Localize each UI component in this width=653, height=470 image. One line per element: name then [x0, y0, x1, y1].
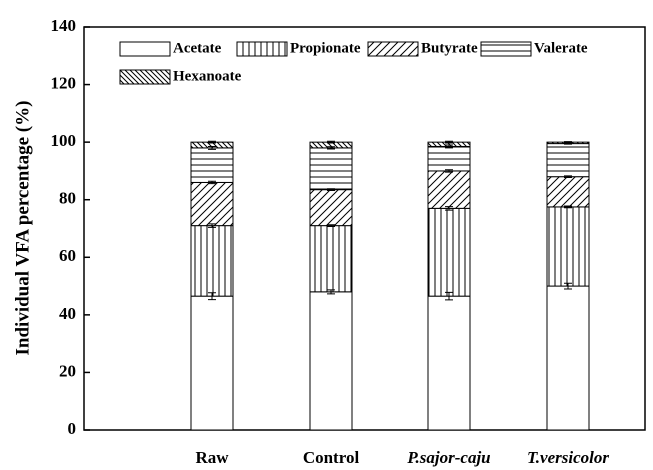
error-bar [445, 206, 453, 211]
error-bar [445, 291, 453, 301]
error-bar [327, 146, 335, 150]
error-bar [208, 140, 216, 144]
error-bar [564, 141, 572, 144]
y-tick-label: 20 [59, 361, 76, 380]
x-tick-label: Control [303, 448, 360, 467]
bar-segment [190, 225, 234, 297]
y-tick-label: 80 [59, 189, 76, 208]
bar-segment [546, 176, 590, 208]
legend-swatch [119, 41, 171, 57]
error-bar [327, 224, 335, 227]
bar-segment [190, 295, 234, 431]
legend-label: Hexanoate [173, 68, 242, 84]
legend-swatch [367, 41, 419, 57]
error-bar [208, 292, 216, 301]
bar-segment [427, 170, 471, 209]
bar-segment [309, 189, 353, 227]
y-tick-label: 140 [51, 16, 77, 35]
y-tick-label: 120 [51, 73, 77, 92]
x-tick-label: T.versicolor [527, 448, 609, 467]
bar-segment [546, 143, 590, 178]
error-bar [445, 169, 453, 173]
bar-segment [190, 147, 234, 183]
bar-segment [309, 225, 353, 293]
error-bar [327, 140, 335, 144]
plot-frame [83, 26, 646, 431]
bar-segment [190, 181, 234, 227]
y-tick-label: 40 [59, 304, 76, 323]
error-bar [208, 180, 216, 185]
y-tick-label: 0 [68, 419, 77, 438]
error-bar [445, 140, 453, 144]
legend-label: Valerate [534, 40, 588, 56]
error-bar [445, 144, 453, 149]
x-tick-label: P.sajor-caju [406, 448, 490, 467]
bar-segment [427, 145, 471, 172]
legend-swatch [236, 41, 288, 57]
error-bar [327, 289, 335, 295]
bar-segment [427, 295, 471, 431]
legend-label: Propionate [290, 40, 361, 56]
error-bar [564, 175, 572, 179]
y-axis-label: Individual VFA percentage (%) [12, 101, 33, 356]
legend-label: Butyrate [421, 40, 478, 56]
y-tick-label: 100 [51, 131, 77, 150]
error-bar [564, 282, 572, 290]
y-tick-label: 60 [59, 246, 76, 265]
bar-segment [309, 147, 353, 191]
legend-swatch [480, 41, 532, 57]
legend-label: Acetate [173, 40, 222, 56]
bar-segment [546, 285, 590, 431]
legend-swatch [119, 69, 171, 85]
error-bar [208, 223, 216, 228]
error-bar [208, 145, 216, 150]
bar-segment [427, 207, 471, 297]
bar-segment [546, 206, 590, 287]
x-tick-label: Raw [195, 448, 229, 467]
bar-segment [309, 291, 353, 431]
error-bar [327, 188, 335, 192]
error-bar [564, 205, 572, 209]
